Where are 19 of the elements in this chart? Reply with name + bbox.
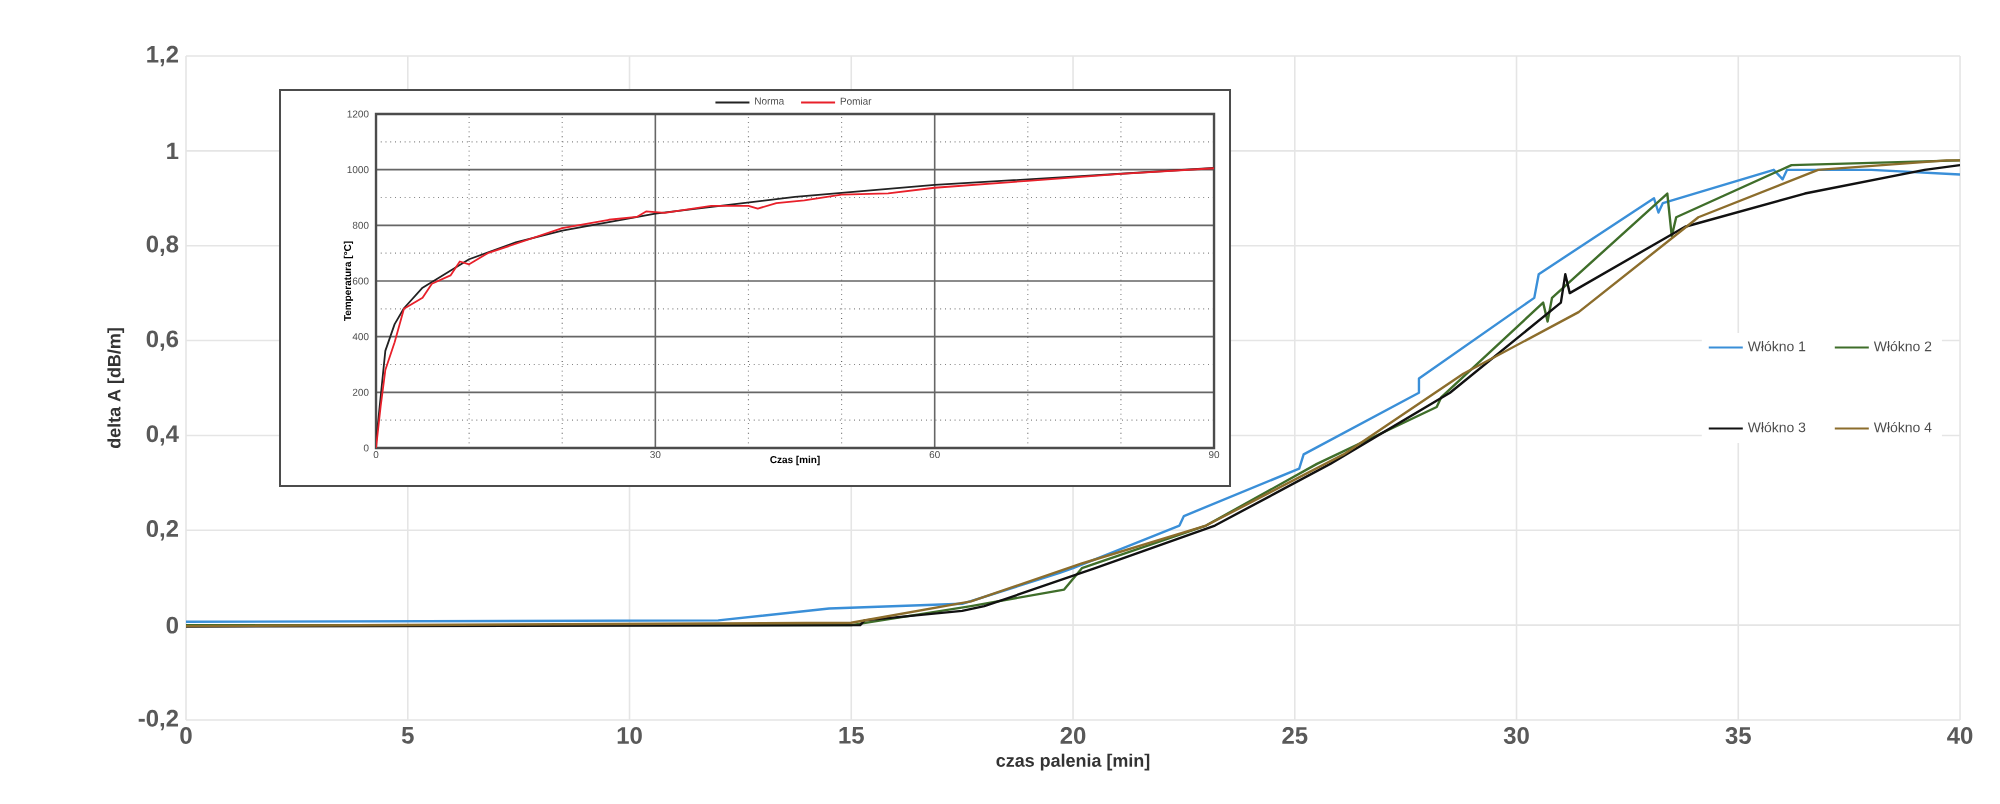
y-tick-label: 1,2	[147, 45, 179, 67]
y-tick-label: 0,8	[146, 235, 179, 256]
y-tick-label: 0,4	[146, 425, 179, 446]
y-axis-title: delta A [dB/m]	[107, 328, 125, 449]
y-tick-label: 0,6	[146, 330, 179, 351]
x-tick-label: 20	[1060, 727, 1086, 744]
y-tick-label: -0,2	[138, 709, 179, 731]
x-tick-label: 0	[180, 727, 192, 744]
x-tick-label: 5	[401, 727, 414, 744]
y-tick-label: 1	[167, 142, 179, 160]
x-tick-label: 30	[1503, 727, 1529, 745]
x-tick-label: 10	[617, 727, 642, 744]
y-tick-label: 0	[166, 616, 178, 634]
x-axis-title: czas palenia [min]	[996, 753, 1150, 771]
x-tick-label: 25	[1282, 727, 1308, 744]
x-tick-label: 40	[1947, 727, 1973, 744]
x-tick-label: 35	[1725, 727, 1751, 745]
y-tick-label: 0,2	[146, 520, 179, 541]
x-tick-label: 15	[839, 727, 864, 744]
